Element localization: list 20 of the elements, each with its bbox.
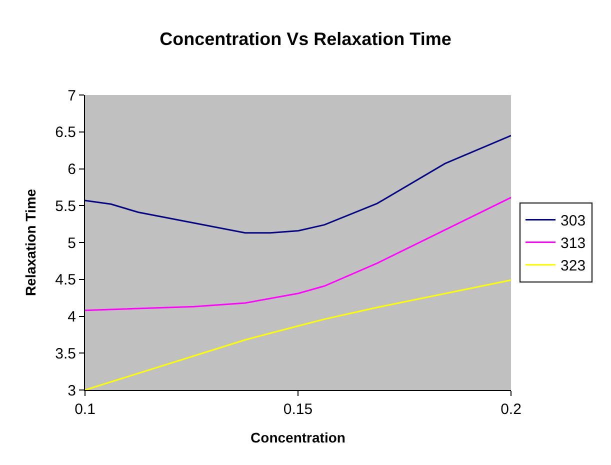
line-series	[85, 196, 511, 312]
y-tick-label: 4	[68, 308, 76, 326]
y-tick-label: 6.5	[55, 124, 76, 142]
line-series	[85, 134, 511, 234]
y-axis-title: Relaxation Time	[22, 188, 39, 296]
legend-label: 313	[560, 235, 586, 252]
x-tick-label: 0.1	[74, 401, 96, 418]
legend-label: 323	[560, 258, 586, 275]
legend-label: 303	[560, 212, 586, 230]
x-axis-title: Concentration	[250, 429, 346, 446]
y-tick-label: 6	[68, 161, 76, 178]
y-tick-label: 7	[68, 87, 76, 104]
chart-title: Concentration Vs Relaxation Time	[160, 29, 452, 50]
y-tick-label: 3	[68, 382, 76, 400]
y-tick-label: 3.5	[55, 345, 76, 362]
y-tick-label: 5	[68, 234, 76, 252]
y-tick-label: 4.5	[55, 272, 76, 289]
x-tick-label: 0.2	[500, 401, 522, 418]
x-tick-label: 0.15	[283, 401, 313, 418]
y-tick-label: 5.5	[55, 198, 76, 215]
